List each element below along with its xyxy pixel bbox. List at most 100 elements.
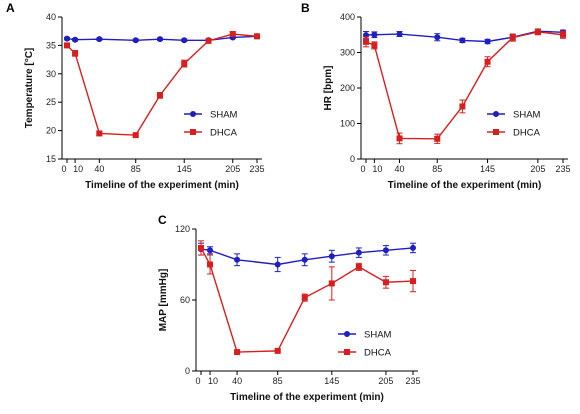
legend-label: DHCA [210, 128, 238, 139]
x-tick-label: 10 [372, 164, 382, 174]
data-point [156, 36, 163, 43]
data-point [301, 294, 308, 301]
x-tick-label: 0 [195, 376, 200, 386]
data-point [96, 36, 103, 43]
data-point [396, 31, 403, 38]
data-point [355, 263, 362, 270]
data-point [132, 37, 139, 44]
x-tick-label: 85 [432, 164, 442, 174]
x-tick-label: 235 [555, 164, 570, 174]
data-point [355, 249, 362, 256]
y-tick-label: 35 [46, 40, 56, 50]
y-tick-label: 60 [180, 295, 190, 305]
legend-marker [493, 129, 499, 135]
y-axis-label: HR [bpm] [323, 66, 334, 111]
legend-marker [344, 349, 350, 355]
x-tick-label: 10 [73, 164, 83, 174]
data-point [328, 280, 335, 287]
x-tick-label: 145 [480, 164, 495, 174]
x-tick-label: 205 [225, 164, 240, 174]
panel-label: B [301, 1, 310, 15]
x-tick-label: 205 [530, 164, 545, 174]
data-point [181, 37, 188, 44]
legend-entry-dhca: DHCA [487, 128, 541, 139]
data-point [534, 28, 541, 35]
x-tick-label: 205 [378, 376, 393, 386]
data-point [484, 38, 491, 45]
data-point [328, 253, 335, 260]
y-tick-label: 40 [46, 12, 56, 22]
y-tick-label: 0 [185, 366, 190, 376]
y-tick-label: 200 [340, 83, 355, 93]
data-point [132, 132, 139, 139]
x-tick-label: 0 [360, 164, 365, 174]
data-point [72, 36, 79, 43]
data-point [410, 244, 416, 251]
panel-label: C [158, 213, 167, 227]
y-tick-label: 100 [340, 119, 355, 129]
series-dhca [198, 240, 416, 356]
data-point [410, 278, 416, 285]
x-tick-label: 40 [94, 164, 104, 174]
data-point [371, 42, 378, 49]
y-tick-label: 400 [340, 12, 355, 22]
y-tick-label: 300 [340, 48, 355, 58]
x-axis-label: Timeline of the experiment (min) [230, 392, 384, 403]
data-point [459, 37, 466, 44]
legend-marker [190, 129, 196, 135]
data-point [434, 34, 441, 41]
data-point [371, 31, 378, 38]
x-tick-label: 235 [405, 376, 420, 386]
y-tick-label: 120 [175, 224, 190, 234]
series-line [365, 31, 564, 140]
data-point [72, 50, 79, 57]
legend-label: SHAM [210, 110, 238, 121]
chart-panel-c: C 0 60 120 0 10 40 85 145 205 235 Timeline of the e… [158, 213, 421, 403]
data-point [363, 38, 369, 45]
data-point [229, 31, 236, 38]
legend-label: DHCA [513, 128, 541, 139]
data-point [198, 244, 204, 251]
legend-entry-sham: SHAM [487, 110, 541, 121]
legend-entry-sham: SHAM [338, 330, 392, 341]
data-point [382, 247, 389, 254]
data-point [396, 135, 403, 142]
legend-label: DHCA [364, 348, 392, 359]
legend-marker [344, 331, 350, 337]
series-line [200, 247, 414, 266]
series-sham [198, 242, 416, 273]
x-tick-label: 40 [232, 376, 242, 386]
legend-entry-dhca: DHCA [338, 348, 392, 359]
legend-entry-dhca: DHCA [184, 128, 238, 139]
data-point [207, 261, 214, 268]
data-point [205, 37, 212, 44]
x-tick-label: 85 [131, 164, 141, 174]
x-tick-label: 145 [324, 376, 339, 386]
x-tick-label: 10 [208, 376, 218, 386]
chart-panel-a: A 15 20 25 30 35 40 0 10 40 85 145 205 235 Timeline of… [6, 1, 265, 191]
series-dhca [64, 31, 260, 139]
y-tick-label: 15 [46, 154, 56, 164]
x-axis-label: Timeline of the experiment (min) [388, 180, 542, 191]
y-axis-label: MAP [mmHg] [158, 269, 169, 332]
data-point [274, 261, 281, 268]
chart-panel-b: B 0 100 200 300 400 0 10 40 85 145 205 235 Timeline o… [301, 1, 571, 191]
data-point [560, 31, 566, 38]
y-tick-label: 25 [46, 97, 56, 107]
y-axis-label: Temperature [°C] [24, 48, 35, 129]
data-point [207, 247, 214, 254]
panel-label: A [6, 1, 15, 15]
data-point [64, 42, 70, 49]
data-point [181, 60, 188, 67]
x-tick-label: 40 [395, 164, 405, 174]
data-point [301, 256, 308, 263]
data-point [274, 347, 281, 354]
data-point [434, 135, 441, 142]
x-tick-label: 235 [249, 164, 264, 174]
series-dhca [363, 28, 566, 145]
y-tick-label: 30 [46, 69, 56, 79]
x-tick-label: 145 [177, 164, 192, 174]
legend-label: SHAM [513, 110, 541, 121]
data-point [484, 58, 491, 65]
